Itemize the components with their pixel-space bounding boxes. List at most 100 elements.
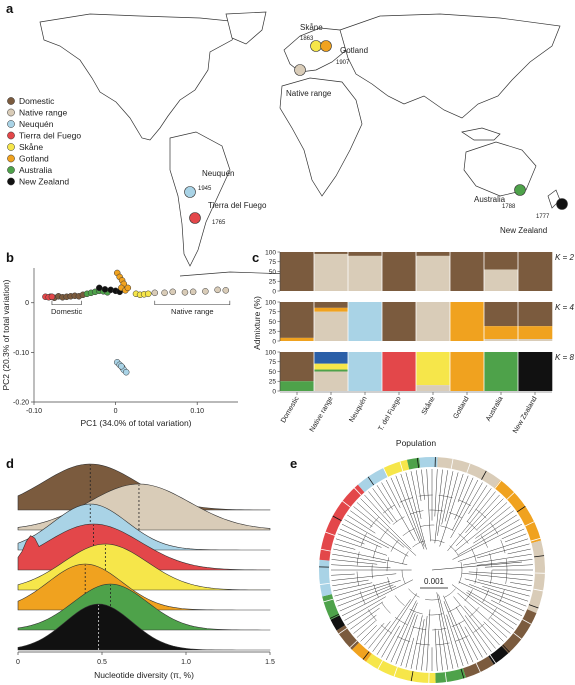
tree-branch [465, 494, 500, 534]
south-america-outline [169, 131, 231, 267]
tree-branch [334, 543, 356, 550]
tree-ring-stripe [416, 457, 420, 468]
tree-ring-segment-skane [366, 653, 436, 684]
legend-label-australia: Australia [19, 165, 52, 175]
tree-ring-segment-australia [435, 668, 466, 683]
pca-native-label: Native range [171, 307, 214, 316]
admixture-bar-segment [382, 252, 417, 291]
tree-ring-segment-native [527, 540, 546, 614]
pca-x-tick-label: 0 [114, 408, 118, 415]
admixture-bar-segment [280, 352, 315, 382]
tree-branch [344, 519, 409, 557]
tree-branch [451, 584, 514, 630]
map-year-australia: 1788 [502, 204, 516, 210]
tree-branch [454, 506, 511, 552]
panel-label-d: d [6, 456, 14, 471]
africa-outline [279, 77, 363, 197]
tree-branch [400, 473, 425, 547]
tree-branch [441, 471, 454, 525]
tree-branch [368, 621, 391, 649]
admixture-y-tick-label: 50 [269, 269, 277, 276]
pca-y-tick-label: -0.20 [13, 400, 29, 407]
indonesia-outline [461, 127, 501, 141]
tree-branch [455, 606, 488, 655]
tree-branch [452, 523, 523, 560]
tree-branch [467, 590, 520, 621]
tree-ring-stripe [506, 492, 515, 500]
tree-ring-segment-neuquen [357, 467, 388, 493]
tree-branch [356, 620, 376, 638]
map-year-gotland: 1907 [336, 60, 350, 66]
admixture-y-tick-label: 25 [269, 279, 277, 286]
tree-ring-stripe [329, 613, 340, 619]
admixture-bar-segment [484, 326, 519, 340]
tree-branch [350, 607, 380, 630]
tree-ring-stripe [481, 470, 487, 480]
tree-branch [491, 599, 523, 617]
tree-branch [335, 538, 388, 556]
tree-branch [334, 581, 390, 597]
admixture-bar-segment [518, 352, 553, 391]
admixture-x-tick-label: Domestic [280, 395, 301, 424]
tree-branch [450, 482, 483, 539]
tree-branch [347, 601, 384, 626]
tree-branch [337, 533, 365, 545]
tree-branch [415, 619, 425, 670]
tree-ring-stripe [533, 588, 544, 592]
admixture-k-label: K = 2 [555, 253, 574, 262]
tree-branch [333, 548, 408, 565]
tree-ring-stripe [323, 598, 334, 603]
map-label-australia: Australia [474, 195, 506, 204]
legend-label-native: Native range [19, 108, 67, 118]
pca-point [144, 290, 152, 298]
tree-ring-stripe [393, 666, 398, 677]
tree-branch [385, 600, 417, 661]
admixture-bar-segment [348, 302, 383, 341]
admixture-y-tick-label: 75 [269, 309, 277, 316]
tree-ring-segment-newzealand [330, 615, 345, 631]
world-map [39, 11, 561, 277]
tree-ring-stripe [494, 480, 502, 489]
tree-branch [444, 472, 459, 522]
tree-branch [347, 514, 376, 534]
tree-branch [452, 479, 479, 531]
tree-branch [372, 599, 411, 652]
tree-branch [364, 494, 391, 524]
tree-branch [507, 548, 531, 555]
tree-arc [386, 524, 478, 616]
density-x-tick-label: 1.5 [265, 659, 275, 666]
tree-ring-stripe [399, 461, 404, 472]
tree-branch [484, 564, 533, 568]
map-point-australia [514, 184, 526, 196]
tree-branch [434, 469, 443, 544]
map-point-new-zealand [556, 198, 568, 210]
admixture-bar-segment [450, 352, 485, 391]
tree-ring-stripe [354, 487, 362, 496]
tree-ring-stripe [522, 619, 532, 625]
tree-branch [477, 579, 531, 592]
tree-branch [333, 582, 373, 592]
tree-ring-stripe [362, 651, 370, 660]
tree-ring-segment-neuquen [319, 559, 332, 597]
tree-branch [476, 502, 508, 530]
admixture-bar-segment [314, 369, 349, 372]
admixture-bar-segment [416, 352, 451, 386]
admixture-bar-segment [518, 326, 553, 340]
tree-ring-segment-neuquen [419, 457, 438, 468]
map-points [184, 40, 568, 224]
tree-branch [350, 510, 373, 527]
tree-branch [421, 469, 425, 500]
admixture-bar-segment [416, 302, 451, 341]
north-america-outline [39, 13, 241, 141]
admixture-bar-segment [450, 302, 485, 341]
pca-point [96, 284, 103, 292]
tree-branch [504, 533, 527, 543]
admixture-bar-segment [348, 255, 383, 291]
tree-branch [464, 578, 530, 597]
admixture-bar-segment [314, 363, 349, 370]
tree-branch [483, 621, 504, 642]
tree-ring-stripe [325, 531, 336, 536]
admixture-x-tick-label: New Zealand [512, 395, 539, 434]
tree-branch [437, 470, 449, 536]
density-x-tick-label: 0 [16, 659, 20, 666]
